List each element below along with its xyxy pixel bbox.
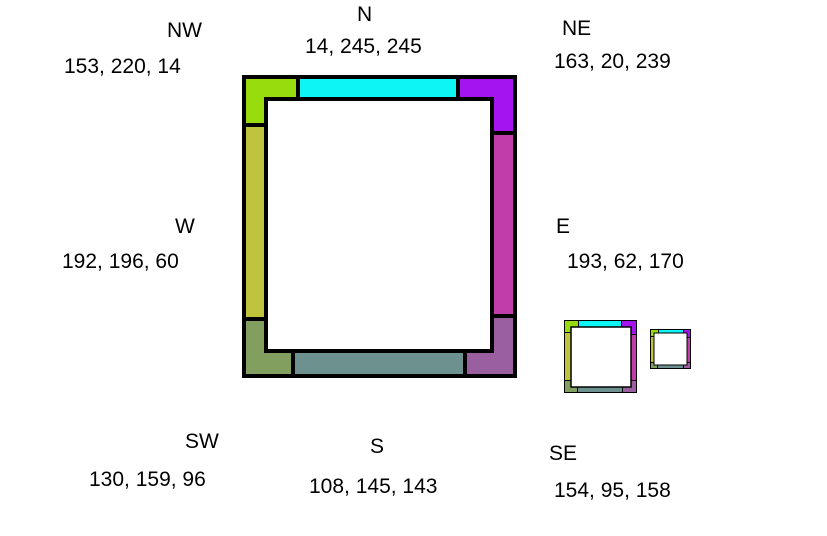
- e-rgb-value: 193, 62, 170: [567, 250, 684, 273]
- nw-rgb-value: 153, 220, 14: [64, 55, 181, 78]
- s-rgb-value: 108, 145, 143: [309, 475, 438, 498]
- s-direction-label: S: [370, 435, 385, 458]
- se-direction-label: SE: [549, 442, 578, 465]
- ne-direction-label: NE: [562, 17, 592, 40]
- sw-rgb-value: 130, 159, 96: [89, 468, 206, 491]
- nw-direction-label: NW: [167, 19, 202, 42]
- n-rgb-value: 14, 245, 245: [305, 35, 422, 58]
- se-rgb-value: 154, 95, 158: [554, 479, 671, 502]
- small-frame-thumbnail: [650, 329, 691, 369]
- large-frame: [242, 75, 517, 378]
- e-segment: [493, 135, 513, 314]
- sw-direction-label: SW: [185, 430, 219, 453]
- ne-rgb-value: 163, 20, 239: [554, 50, 671, 73]
- s-segment: [295, 353, 463, 374]
- medium-frame-thumbnail: [564, 320, 637, 393]
- w-segment: [246, 127, 266, 317]
- w-rgb-value: 192, 196, 60: [62, 250, 179, 273]
- inner-white-area: [264, 97, 494, 353]
- e-direction-label: E: [556, 215, 571, 238]
- w-direction-label: W: [175, 215, 195, 238]
- n-segment: [300, 79, 456, 99]
- n-direction-label: N: [357, 3, 373, 26]
